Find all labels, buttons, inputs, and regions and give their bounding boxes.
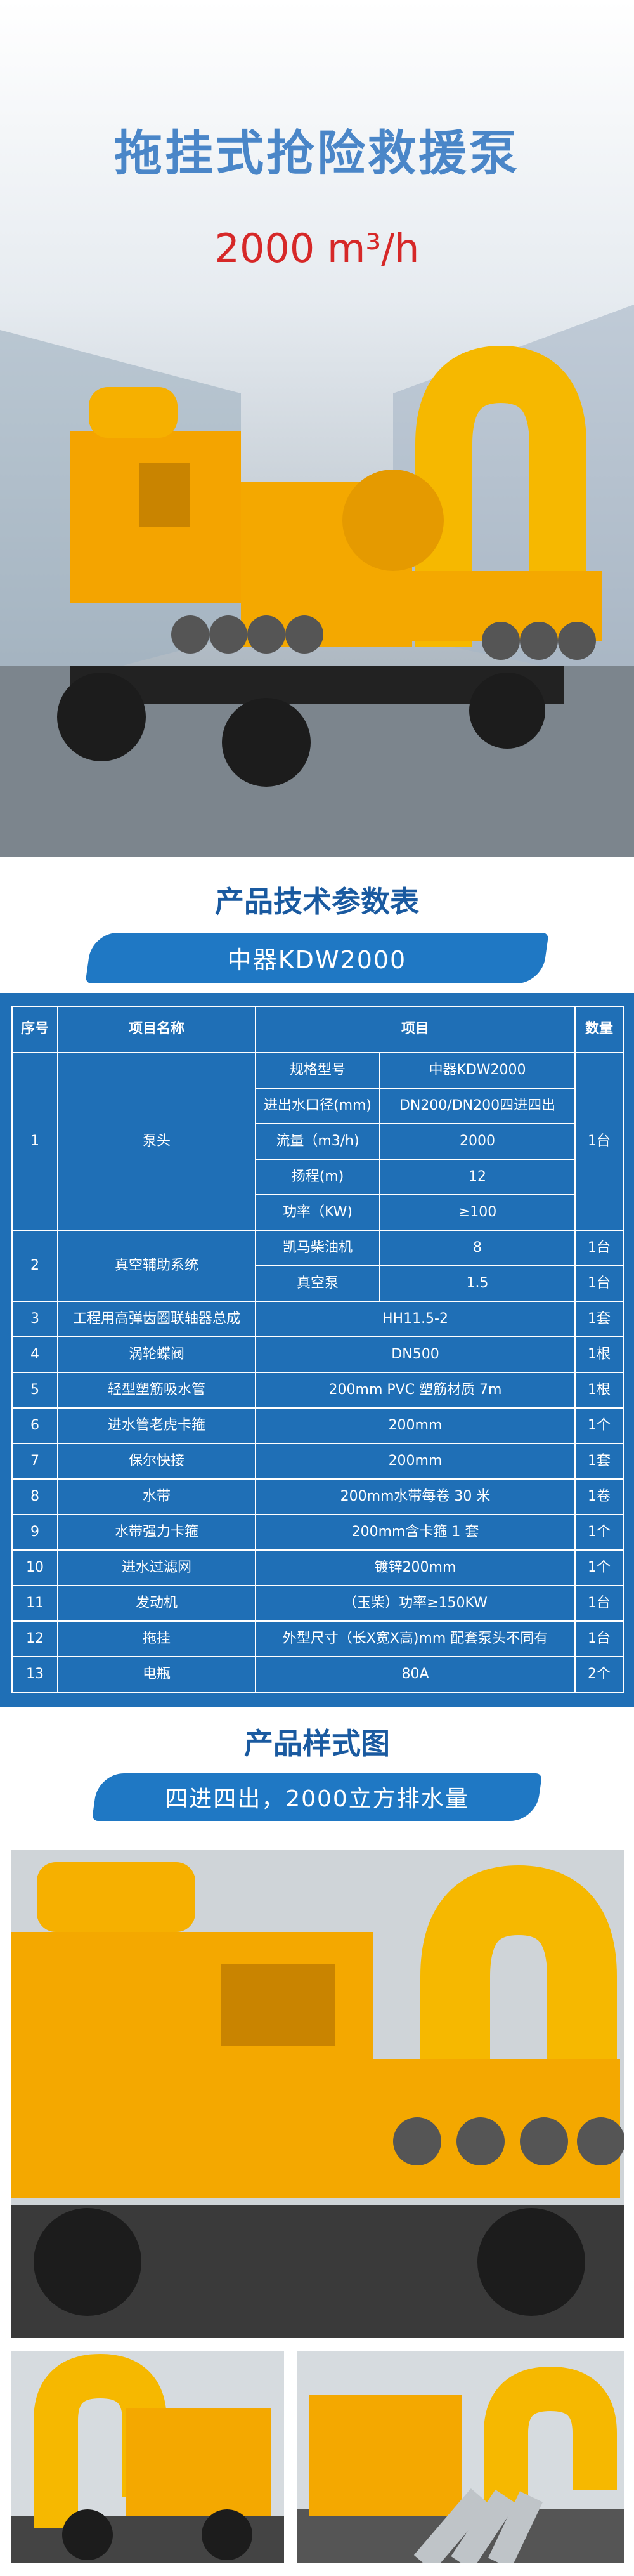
product-photo [297, 2351, 624, 2563]
item-value: ≥100 [380, 1195, 576, 1231]
quantity: 1台 [576, 1586, 624, 1622]
item-label: 流量（m3/h) [256, 1124, 380, 1160]
banner-text: 四进四出，2000立方排水量 [165, 1786, 469, 1812]
section-heading: 产品样式图 [244, 1726, 390, 1761]
item-spec: （玉柴）功率≥150KW [256, 1586, 576, 1622]
row-number: 2 [13, 1231, 58, 1302]
item-name: 保尔快接 [58, 1444, 256, 1480]
row-number: 13 [13, 1657, 58, 1693]
item-name: 涡轮蝶阀 [58, 1337, 256, 1373]
hero: 拖挂式抢险救援泵 2000 m³/h [0, 0, 634, 857]
row-number: 8 [13, 1480, 58, 1515]
item-name: 真空辅助系统 [58, 1231, 256, 1302]
banner-text: 中器KDW2000 [227, 946, 407, 974]
item-label: 规格型号 [256, 1053, 380, 1089]
row-number: 3 [13, 1302, 58, 1337]
quantity: 2个 [576, 1657, 624, 1693]
table-header: 序号 [13, 1007, 58, 1053]
item-name: 电瓶 [58, 1657, 256, 1693]
row-number: 12 [13, 1622, 58, 1657]
product-photo [11, 2351, 284, 2563]
quantity: 1个 [576, 1409, 624, 1444]
item-name: 进水过滤网 [58, 1551, 256, 1586]
item-label: 真空泵 [256, 1266, 380, 1302]
row-number: 4 [13, 1337, 58, 1373]
quantity: 1台 [576, 1266, 624, 1302]
item-name: 水带强力卡箍 [58, 1515, 256, 1551]
item-value: 12 [380, 1160, 576, 1195]
item-name: 水带 [58, 1480, 256, 1515]
product-photo [11, 1850, 624, 2338]
item-name: 泵头 [58, 1053, 256, 1231]
item-value: 1.5 [380, 1266, 576, 1302]
hero-subtitle: 2000 m³/h [214, 225, 420, 272]
item-spec: 镀锌200mm [256, 1551, 576, 1586]
item-spec: 200mm水带每卷 30 米 [256, 1480, 576, 1515]
quantity: 1台 [576, 1053, 624, 1231]
hero-illustration [0, 305, 634, 857]
item-spec: HH11.5-2 [256, 1302, 576, 1337]
item-spec: 80A [256, 1657, 576, 1693]
row-number: 11 [13, 1586, 58, 1622]
quantity: 1套 [576, 1444, 624, 1480]
item-name: 工程用高弹齿圈联轴器总成 [58, 1302, 256, 1337]
table-header: 项目 [256, 1007, 576, 1053]
item-label: 凯马柴油机 [256, 1231, 380, 1266]
table-header: 数量 [576, 1007, 624, 1053]
quantity: 1个 [576, 1515, 624, 1551]
item-name: 进水管老虎卡箍 [58, 1409, 256, 1444]
row-number: 5 [13, 1373, 58, 1409]
item-name: 发动机 [58, 1586, 256, 1622]
item-spec: DN500 [256, 1337, 576, 1373]
item-spec: 200mm [256, 1444, 576, 1480]
table-header: 项目名称 [58, 1007, 256, 1053]
table-panel [0, 993, 634, 1707]
quantity: 1卷 [576, 1480, 624, 1515]
item-label: 扬程(m) [256, 1160, 380, 1195]
row-number: 6 [13, 1409, 58, 1444]
row-number: 1 [13, 1053, 58, 1231]
quantity: 1台 [576, 1622, 624, 1657]
quantity: 1根 [576, 1337, 624, 1373]
row-number: 10 [13, 1551, 58, 1586]
item-spec: 200mm含卡箍 1 套 [256, 1515, 576, 1551]
quantity: 1套 [576, 1302, 624, 1337]
item-spec: 200mm PVC 塑筋材质 7m [256, 1373, 576, 1409]
spec-table: 序号 项目名称 项目 数量 1 泵头 规格型号 中器KDW2000 进出水口径(mm) DN200… [11, 1006, 624, 1693]
hero-title: 拖挂式抢险救援泵 [114, 125, 520, 181]
section-heading: 产品技术参数表 [215, 884, 419, 919]
item-name: 拖挂 [58, 1622, 256, 1657]
item-spec: 200mm [256, 1409, 576, 1444]
row-number: 9 [13, 1515, 58, 1551]
quantity: 1根 [576, 1373, 624, 1409]
item-value: 2000 [380, 1124, 576, 1160]
item-label: 功率（KW) [256, 1195, 380, 1231]
item-value: DN200/DN200四进四出 [380, 1089, 576, 1124]
row-number: 7 [13, 1444, 58, 1480]
item-value: 8 [380, 1231, 576, 1266]
item-label: 进出水口径(mm) [256, 1089, 380, 1124]
item-spec: 外型尺寸（长X宽X高)mm 配套泵头不同有 [256, 1622, 576, 1657]
item-name: 轻型塑筋吸水管 [58, 1373, 256, 1409]
quantity: 1个 [576, 1551, 624, 1586]
quantity: 1台 [576, 1231, 624, 1266]
item-value: 中器KDW2000 [380, 1053, 576, 1089]
